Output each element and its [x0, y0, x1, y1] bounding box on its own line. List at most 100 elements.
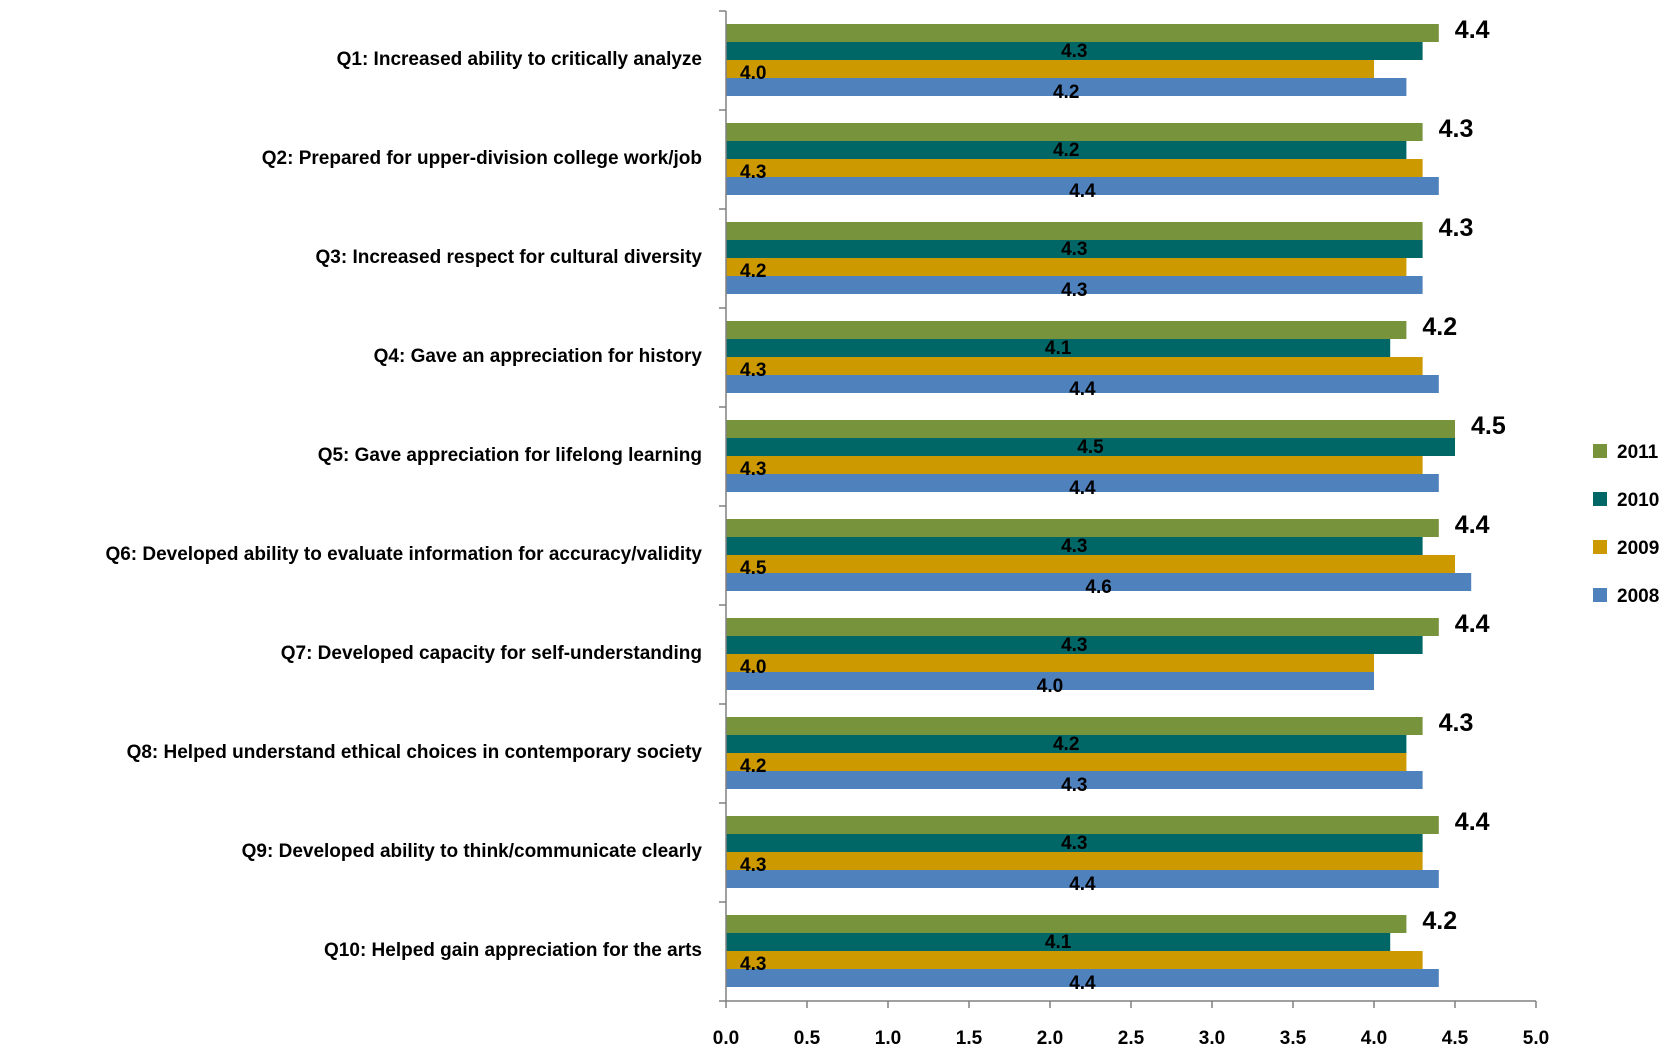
- bar-2008: [726, 474, 1439, 492]
- bar-2008: [726, 771, 1423, 789]
- bar-2009: [726, 852, 1423, 870]
- bar-2010: [726, 339, 1391, 357]
- axes: 0.0 0.5 1.0 1.5 2.0 2.5 3.0 3.5 4.0 4.5 5.0: [713, 10, 1549, 1049]
- value-label-2011: 4.2: [1422, 907, 1457, 935]
- value-label-2010: 4.3: [1061, 833, 1087, 854]
- value-label-2008: 4.6: [1085, 577, 1111, 598]
- value-label-2010: 4.1: [1045, 338, 1072, 359]
- value-label-2011: 4.3: [1439, 214, 1474, 242]
- category-label: Q9: Developed ability to think/communica…: [242, 841, 703, 862]
- category-label: Q3: Increased respect for cultural diver…: [316, 247, 703, 268]
- value-label-2009: 4.2: [740, 756, 766, 777]
- category-label: Q7: Developed capacity for self-understa…: [281, 643, 702, 664]
- category-label: Q4: Gave an appreciation for history: [374, 346, 703, 367]
- value-label-2009: 4.0: [740, 657, 766, 678]
- legend-label-2010: 2010: [1617, 490, 1659, 511]
- bar-2011: [726, 717, 1423, 735]
- category-label: Q5: Gave appreciation for lifelong learn…: [318, 445, 702, 466]
- bar-2011: [726, 222, 1423, 240]
- x-tick-label: 4.0: [1361, 1028, 1387, 1049]
- value-label-2008: 4.2: [1053, 82, 1079, 103]
- value-label-2010: 4.3: [1061, 239, 1087, 260]
- bar-2010: [726, 636, 1423, 654]
- value-label-2008: 4.4: [1069, 973, 1096, 994]
- category-label: Q8: Helped understand ethical choices in…: [127, 742, 703, 763]
- value-label-2009: 4.3: [740, 360, 766, 381]
- legend-swatch-2011: [1593, 444, 1607, 458]
- value-label-2010: 4.3: [1061, 41, 1087, 62]
- value-label-2008: 4.4: [1069, 874, 1096, 895]
- bar-2009: [726, 258, 1407, 276]
- value-label-2009: 4.5: [740, 558, 767, 579]
- value-label-2011: 4.4: [1455, 16, 1490, 44]
- value-label-2010: 4.5: [1077, 437, 1104, 458]
- value-label-2011: 4.5: [1471, 412, 1506, 440]
- category-label: Q10: Helped gain appreciation for the ar…: [324, 940, 702, 961]
- bar-2011: [726, 618, 1439, 636]
- bar-2008: [726, 177, 1439, 195]
- bar-2011: [726, 816, 1439, 834]
- bar-2010: [726, 240, 1423, 258]
- value-label-2011: 4.4: [1455, 511, 1490, 539]
- legend-label-2009: 2009: [1617, 538, 1659, 559]
- bar-2011: [726, 24, 1439, 42]
- bar-2008: [726, 573, 1472, 591]
- value-label-2011: 4.3: [1439, 709, 1474, 737]
- bar-2011: [726, 321, 1407, 339]
- bar-2011: [726, 123, 1423, 141]
- value-label-2011: 4.4: [1455, 610, 1490, 638]
- x-tick-label: 4.5: [1442, 1028, 1469, 1049]
- value-label-2010: 4.3: [1061, 536, 1087, 557]
- value-label-2008: 4.4: [1069, 478, 1096, 499]
- bar-2009: [726, 951, 1423, 969]
- bar-2008: [726, 969, 1439, 987]
- legend-swatch-2008: [1593, 588, 1607, 602]
- value-label-2011: 4.3: [1439, 115, 1474, 143]
- bar-2008: [726, 78, 1407, 96]
- value-label-2010: 4.3: [1061, 635, 1087, 656]
- value-label-2011: 4.2: [1422, 313, 1457, 341]
- bar-2009: [726, 357, 1423, 375]
- bar-2009: [726, 456, 1423, 474]
- value-label-2009: 4.3: [740, 954, 766, 975]
- legend-swatch-2009: [1593, 540, 1607, 554]
- bars: [726, 24, 1472, 987]
- value-label-2009: 4.3: [740, 855, 766, 876]
- category-label: Q2: Prepared for upper-division college …: [262, 148, 702, 169]
- bar-2010: [726, 141, 1407, 159]
- value-label-2009: 4.0: [740, 63, 766, 84]
- category-label: Q6: Developed ability to evaluate inform…: [105, 544, 702, 565]
- x-tick-label: 2.5: [1118, 1028, 1145, 1049]
- bar-2008: [726, 870, 1439, 888]
- legend-label-2011: 2011: [1617, 442, 1659, 463]
- value-label-2010: 4.2: [1053, 140, 1079, 161]
- value-label-2009: 4.3: [740, 459, 766, 480]
- value-label-2010: 4.1: [1045, 932, 1072, 953]
- x-tick-label: 1.0: [875, 1028, 901, 1049]
- value-label-2008: 4.0: [1037, 676, 1063, 697]
- bar-2010: [726, 537, 1423, 555]
- bar-2010: [726, 735, 1407, 753]
- x-tick-label: 0.5: [794, 1028, 821, 1049]
- x-tick-label: 3.5: [1280, 1028, 1307, 1049]
- x-tick-label: 0.0: [713, 1028, 739, 1049]
- bar-2009: [726, 60, 1374, 78]
- value-label-2008: 4.3: [1061, 280, 1087, 301]
- value-label-2009: 4.3: [740, 162, 766, 183]
- x-tick-label: 1.5: [956, 1028, 983, 1049]
- bar-2009: [726, 753, 1407, 771]
- value-label-2008: 4.4: [1069, 181, 1096, 202]
- bar-2011: [726, 519, 1439, 537]
- value-label-2009: 4.2: [740, 261, 766, 282]
- bar-2008: [726, 276, 1423, 294]
- bar-2009: [726, 555, 1455, 573]
- bar-2011: [726, 915, 1407, 933]
- bar-2010: [726, 42, 1423, 60]
- category-labels: Q1: Increased ability to critically anal…: [105, 49, 702, 961]
- bar-2010: [726, 438, 1455, 456]
- bar-2009: [726, 654, 1374, 672]
- bar-2011: [726, 420, 1455, 438]
- legend-swatch-2010: [1593, 492, 1607, 506]
- value-label-2008: 4.3: [1061, 775, 1087, 796]
